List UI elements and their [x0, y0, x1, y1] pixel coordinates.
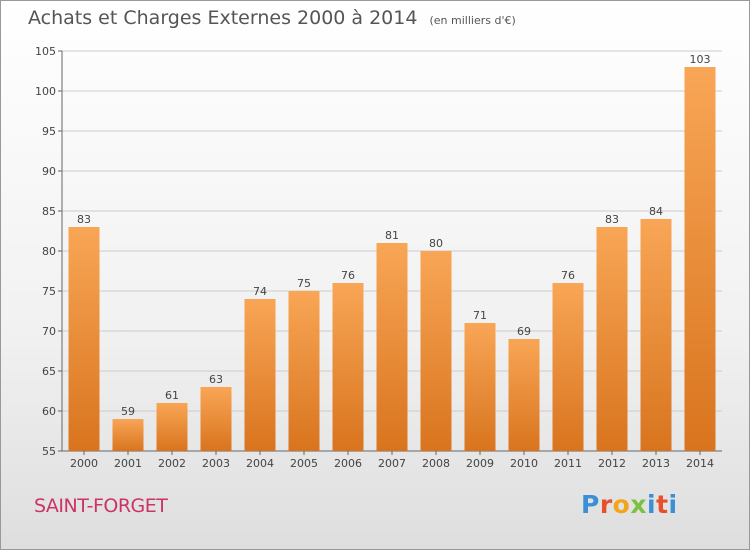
bar — [596, 227, 628, 451]
bar-value-label: 75 — [297, 277, 311, 290]
bar — [68, 227, 100, 451]
logo-letter: i — [647, 490, 657, 519]
bar — [376, 243, 408, 451]
bar-value-label: 76 — [341, 269, 355, 282]
bar-value-label: 83 — [77, 213, 91, 226]
y-tick-label: 70 — [42, 325, 56, 338]
x-tick-label: 2011 — [554, 457, 582, 470]
x-tick-label: 2009 — [466, 457, 494, 470]
logo-letter: i — [668, 490, 678, 519]
bar — [156, 403, 188, 451]
logo-letter: P — [581, 490, 600, 519]
commune-name: SAINT-FORGET — [34, 495, 168, 517]
bars — [68, 67, 716, 451]
x-tick-label: 2003 — [202, 457, 230, 470]
x-tick-label: 2007 — [378, 457, 406, 470]
bar — [288, 291, 320, 451]
logo-letter: t — [656, 490, 669, 519]
x-tick-label: 2002 — [158, 457, 186, 470]
bar-value-label: 103 — [690, 53, 711, 66]
x-tick-label: 2006 — [334, 457, 362, 470]
bar-value-label: 76 — [561, 269, 575, 282]
x-tick-label: 2014 — [686, 457, 714, 470]
x-tick-label: 2000 — [70, 457, 98, 470]
x-tick-label: 2008 — [422, 457, 450, 470]
bar-value-label: 80 — [429, 237, 443, 250]
bar-value-label: 83 — [605, 213, 619, 226]
bar-value-label: 74 — [253, 285, 267, 298]
y-tick-label: 95 — [42, 125, 56, 138]
bar — [640, 219, 672, 451]
x-tick-label: 2005 — [290, 457, 318, 470]
chart-title-text: Achats et Charges Externes 2000 à 2014 — [28, 7, 418, 29]
y-tick-label: 65 — [42, 365, 56, 378]
logo-letter: x — [630, 490, 647, 519]
y-tick-label: 85 — [42, 205, 56, 218]
bar — [112, 419, 144, 451]
bar-value-label: 84 — [649, 205, 663, 218]
y-tick-label: 90 — [42, 165, 56, 178]
chart-title: Achats et Charges Externes 2000 à 2014 (… — [28, 7, 516, 29]
x-tick-label: 2010 — [510, 457, 538, 470]
bar — [244, 299, 276, 451]
x-tick-label: 2013 — [642, 457, 670, 470]
y-tick-label: 105 — [35, 45, 56, 58]
proxiti-logo[interactable]: Proxiti — [581, 490, 678, 519]
chart-subtitle: (en milliers d'€) — [429, 14, 516, 27]
bar-value-label: 63 — [209, 373, 223, 386]
bar-value-label: 59 — [121, 405, 135, 418]
y-tick-label: 60 — [42, 405, 56, 418]
bar — [508, 339, 540, 451]
bar-value-label: 61 — [165, 389, 179, 402]
bar — [464, 323, 496, 451]
logo-letter: r — [599, 490, 613, 519]
bar — [552, 283, 584, 451]
bar — [332, 283, 364, 451]
bar — [684, 67, 716, 451]
logo-letter: o — [612, 490, 631, 519]
labels: 55 60 65 70 75 80 85 90 95 100 105 83 2000 59 2001 61 20… — [35, 45, 714, 470]
bar-value-label: 81 — [385, 229, 399, 242]
y-tick-label: 100 — [35, 85, 56, 98]
bar-value-label: 71 — [473, 309, 487, 322]
bar-value-label: 69 — [517, 325, 531, 338]
y-tick-label: 75 — [42, 285, 56, 298]
x-tick-label: 2012 — [598, 457, 626, 470]
bar — [420, 251, 452, 451]
y-tick-label: 80 — [42, 245, 56, 258]
x-tick-label: 2001 — [114, 457, 142, 470]
y-tick-label: 55 — [42, 445, 56, 458]
x-tick-label: 2004 — [246, 457, 274, 470]
bar — [200, 387, 232, 451]
